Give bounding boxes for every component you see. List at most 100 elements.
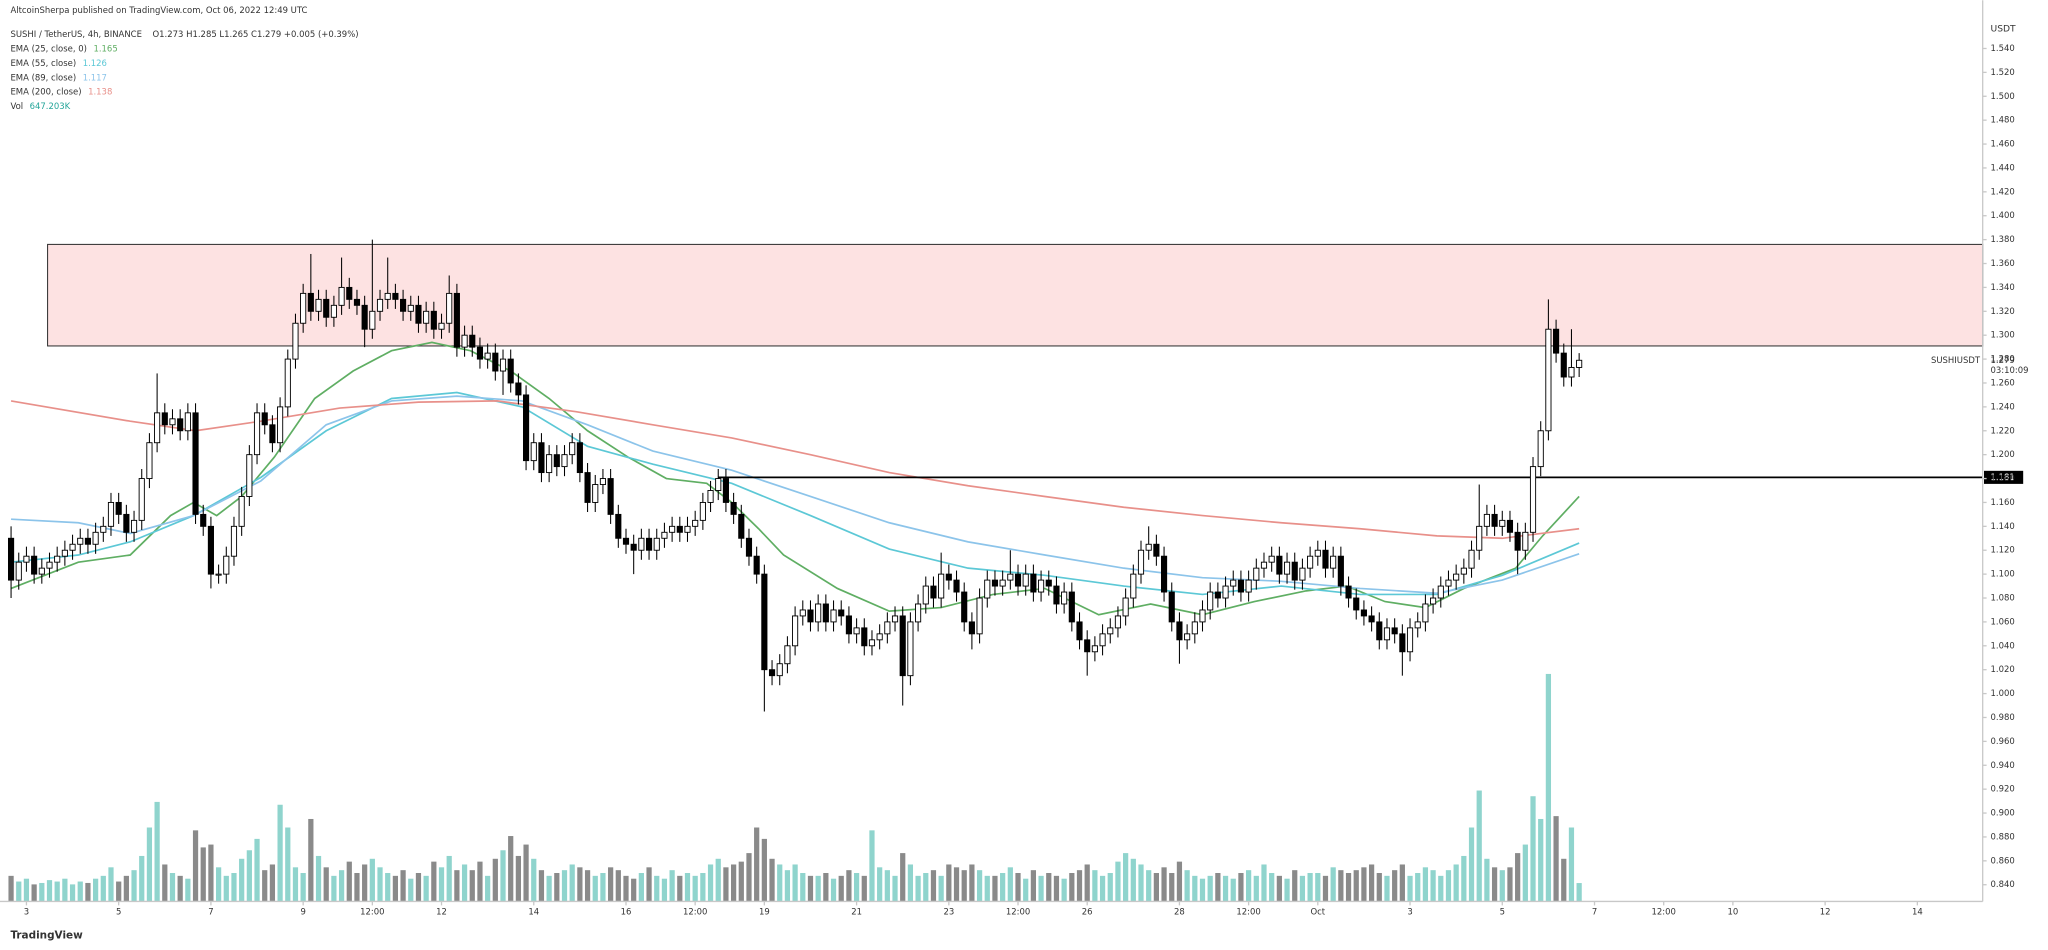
volume-bar [1299, 875, 1306, 902]
candle-body [1537, 430, 1544, 468]
x-tick-label: 5 [116, 906, 121, 916]
volume-bar [62, 878, 68, 902]
candle-body [1038, 579, 1045, 593]
x-tick-label: 14 [1912, 906, 1923, 916]
volume-bar [1476, 790, 1482, 902]
volume-bar [1084, 864, 1090, 902]
volume-bar [93, 878, 99, 902]
volume-bar [846, 870, 852, 902]
candle-body [1145, 543, 1152, 551]
volume-bar [16, 881, 22, 902]
x-tick-label: 3 [1407, 906, 1412, 916]
volume-bar [1453, 864, 1459, 902]
candle-body [15, 561, 22, 581]
ema-line [10, 400, 1580, 540]
volume-bar [1484, 858, 1490, 902]
candle-body [1483, 513, 1490, 527]
ohlc: O1.273 H1.285 L1.265 C1.279 +0.005 (+0.3… [153, 29, 359, 39]
candle-body [184, 412, 191, 432]
volume-bar [1445, 870, 1452, 902]
volume-bar [1038, 875, 1044, 902]
volume-bar [869, 830, 875, 902]
volume-bar [976, 870, 983, 902]
volume-bar [1230, 878, 1236, 902]
candle-body [592, 484, 599, 503]
volume-bar [884, 870, 890, 902]
candle-body [538, 442, 545, 474]
volume-bar [531, 858, 537, 902]
volume-bar [354, 873, 360, 902]
y-tick-label: 1.120 [1991, 545, 2015, 555]
legend-value: 1.117 [83, 72, 107, 82]
candle-body [845, 615, 852, 635]
candle-body [492, 352, 499, 372]
y-tick-label: 1.280 [1991, 354, 2015, 364]
volume-bar [684, 873, 691, 902]
candle-body [1276, 555, 1283, 575]
volume-bar [1530, 796, 1536, 902]
volume-bar [930, 870, 937, 902]
legend-name: EMA (55, close) [10, 57, 76, 67]
volume-bar [892, 875, 898, 902]
volume-bar [1322, 875, 1329, 902]
volume-bar [1284, 878, 1290, 902]
candle-body [768, 669, 776, 677]
symbol-tag: SUSHIUSDT [1931, 355, 1981, 365]
x-tick-label: 28 [1174, 906, 1185, 916]
candle-body [815, 603, 822, 623]
candle-body [107, 501, 115, 527]
candle-body [1222, 585, 1229, 599]
volume-bar [577, 867, 583, 902]
volume-bar [46, 880, 53, 902]
volume-bar [315, 855, 322, 902]
volume-bar [1192, 875, 1198, 902]
volume-bar [1399, 864, 1405, 902]
volume-bar [223, 875, 229, 902]
candle-body [999, 579, 1006, 587]
legend-entry: EMA (25, close, 0) 1.165 [10, 43, 117, 53]
y-tick-label: 0.900 [1991, 808, 2015, 818]
volume-bar [1292, 870, 1298, 902]
volume-bar [730, 864, 737, 902]
volume-bar [77, 881, 83, 902]
volume-bar [139, 855, 145, 902]
legend: EMA (25, close, 0) 1.165 EMA (55, close) 1.… [10, 43, 117, 110]
x-tick-label: 19 [759, 906, 770, 916]
x-tick-label: 9 [300, 906, 305, 916]
candle-body [330, 304, 337, 318]
volume-bar [953, 867, 960, 902]
legend-entry: EMA (200, close) 1.138 [10, 86, 112, 96]
candle-body [1299, 567, 1306, 581]
candle-body [230, 525, 238, 557]
candle-body [1368, 615, 1375, 623]
y-tick-label: 1.420 [1991, 186, 2015, 196]
volume-bar [1376, 873, 1382, 902]
x-tick-label: 14 [528, 906, 539, 916]
candle-body [1322, 549, 1329, 569]
candle-body [976, 597, 983, 635]
volume-bar [146, 827, 153, 902]
candle-body [876, 633, 883, 641]
volume-bar [592, 875, 598, 902]
candle-body [1022, 573, 1029, 587]
candle-body [161, 412, 168, 426]
candle-body [1491, 513, 1498, 527]
volume-bar [285, 827, 291, 902]
candle-body [1114, 615, 1122, 629]
volume-bar [938, 875, 944, 902]
candle-body [430, 310, 437, 330]
candle-body [599, 478, 607, 485]
volume-bar [108, 867, 114, 902]
candle-body [707, 490, 714, 503]
candle-body [54, 555, 61, 563]
volume-bar [292, 867, 299, 902]
candle-body [853, 627, 860, 635]
candle-body [1214, 591, 1221, 599]
volume-bar [1338, 870, 1344, 902]
candle-body [891, 615, 899, 623]
candle-body [784, 645, 791, 665]
candle-body [1406, 627, 1414, 653]
volume-bar [477, 861, 483, 902]
candle-body [115, 501, 122, 515]
